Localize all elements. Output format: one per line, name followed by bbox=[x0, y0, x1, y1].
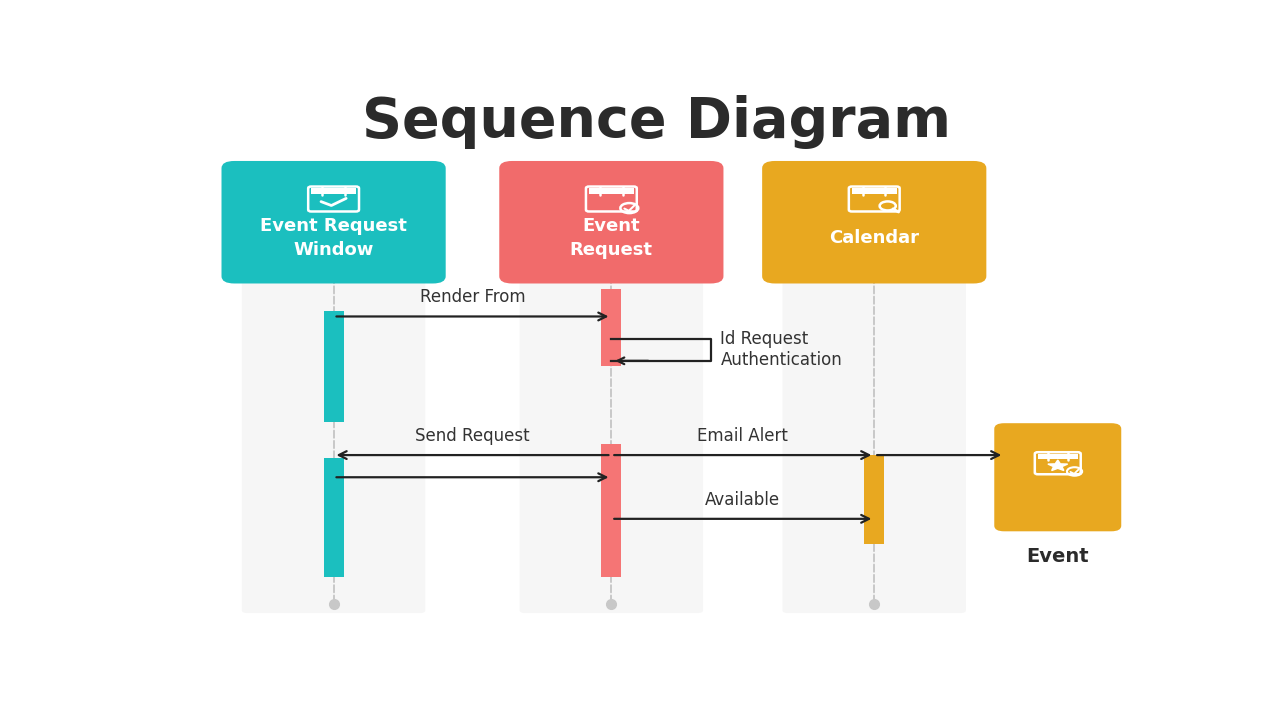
FancyBboxPatch shape bbox=[499, 161, 723, 284]
Text: Event: Event bbox=[1027, 546, 1089, 566]
Text: Email Alert: Email Alert bbox=[698, 427, 788, 445]
FancyBboxPatch shape bbox=[221, 161, 445, 284]
Text: Render From: Render From bbox=[420, 289, 525, 307]
Bar bbox=[1038, 454, 1078, 459]
Text: Id Request
Authentication: Id Request Authentication bbox=[721, 330, 842, 369]
Text: Event
Request: Event Request bbox=[570, 217, 653, 258]
Bar bbox=[602, 444, 621, 577]
Text: Calendar: Calendar bbox=[829, 229, 919, 247]
FancyBboxPatch shape bbox=[762, 161, 987, 284]
Text: Available: Available bbox=[705, 491, 781, 509]
Bar bbox=[324, 458, 343, 577]
Text: Event Request
Window: Event Request Window bbox=[260, 217, 407, 258]
Bar bbox=[589, 188, 634, 194]
Text: Send Request: Send Request bbox=[415, 427, 530, 445]
Bar bbox=[324, 311, 343, 422]
Bar bbox=[851, 188, 897, 194]
Bar bbox=[602, 289, 621, 366]
FancyBboxPatch shape bbox=[782, 274, 966, 613]
Bar bbox=[864, 455, 884, 544]
Bar bbox=[311, 188, 356, 194]
FancyBboxPatch shape bbox=[995, 423, 1121, 531]
Text: Sequence Diagram: Sequence Diagram bbox=[361, 96, 951, 150]
Polygon shape bbox=[1048, 460, 1068, 471]
FancyBboxPatch shape bbox=[242, 274, 425, 613]
FancyBboxPatch shape bbox=[520, 274, 703, 613]
